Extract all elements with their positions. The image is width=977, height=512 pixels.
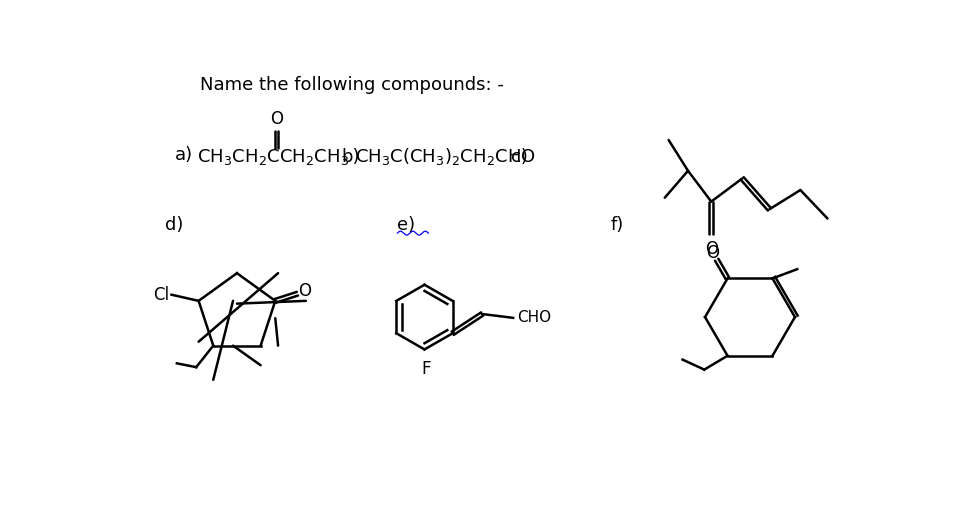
Text: CHO: CHO (517, 310, 551, 325)
Text: O: O (270, 110, 282, 127)
Text: Cl: Cl (152, 286, 169, 304)
Text: F: F (421, 360, 430, 378)
Text: b): b) (341, 148, 360, 166)
Text: O: O (704, 240, 717, 258)
Text: d): d) (165, 216, 183, 233)
Text: a): a) (175, 146, 192, 164)
Text: O: O (705, 244, 718, 262)
Text: c): c) (511, 148, 528, 166)
Text: Name the following compounds: -: Name the following compounds: - (199, 76, 503, 94)
Text: e): e) (397, 216, 415, 233)
Text: f): f) (610, 216, 623, 233)
Text: O: O (298, 282, 311, 301)
Text: $\mathregular{CH_3C(CH_3)_2CH_2CHO}$: $\mathregular{CH_3C(CH_3)_2CH_2CHO}$ (355, 146, 535, 167)
Text: $\mathregular{CH_3CH_2CCH_2CH_3}$: $\mathregular{CH_3CH_2CCH_2CH_3}$ (197, 147, 349, 167)
